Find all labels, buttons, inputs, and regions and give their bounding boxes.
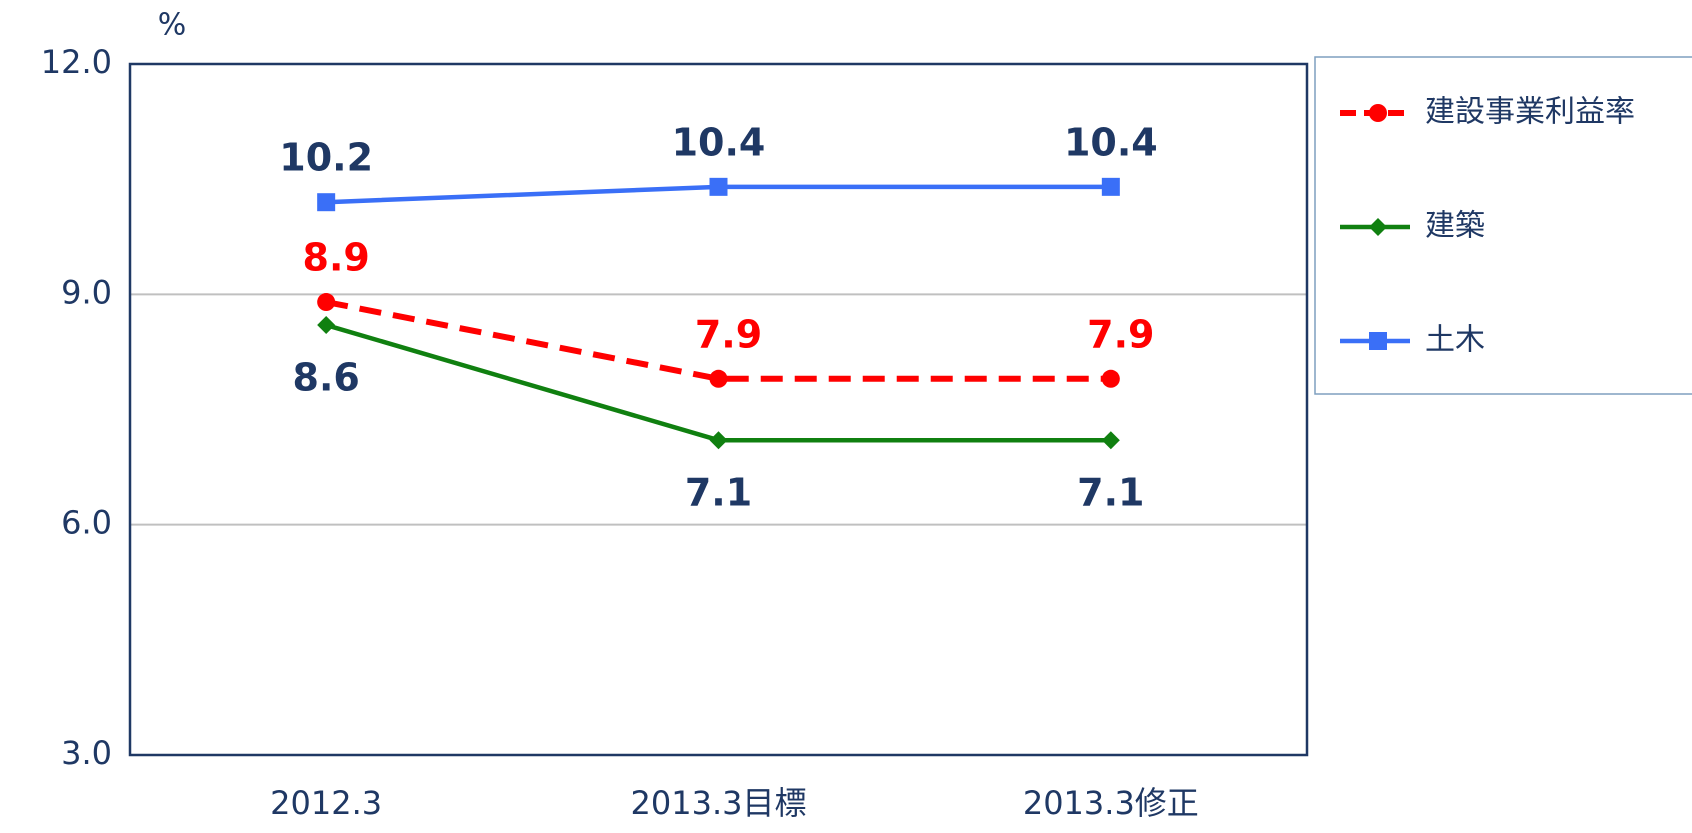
y-tick-label: 9.0 <box>61 273 112 311</box>
legend-label: 建設事業利益率 <box>1425 95 1635 130</box>
marker <box>317 316 336 335</box>
data-label: 8.9 <box>303 236 370 280</box>
legend-item: 建設事業利益率 <box>1340 95 1635 130</box>
y-tick-label: 12.0 <box>41 43 112 81</box>
x-tick-label: 2013.3目標 <box>631 784 807 822</box>
marker <box>317 193 336 212</box>
data-label: 10.4 <box>1064 120 1158 164</box>
marker <box>1101 369 1120 388</box>
legend-marker <box>1369 332 1387 350</box>
legend-marker <box>1369 218 1387 236</box>
marker <box>709 177 728 196</box>
x-tick-label: 2012.3 <box>270 784 382 822</box>
line <box>325 299 1111 382</box>
marker <box>317 293 336 312</box>
data-label: 7.1 <box>685 471 752 515</box>
y-tick-label: 6.0 <box>61 504 112 542</box>
data-label: 7.9 <box>1087 312 1154 356</box>
data-label: 10.2 <box>279 136 373 180</box>
marker <box>1101 177 1120 196</box>
legend-marker <box>1369 104 1387 122</box>
legend-item: 建築 <box>1340 209 1485 244</box>
y-tick-label: 3.0 <box>61 734 112 772</box>
data-label: 7.1 <box>1077 471 1144 515</box>
marker <box>709 431 728 450</box>
y-axis-unit: % <box>158 8 187 43</box>
legend-label: 土木 <box>1425 323 1485 358</box>
marker <box>1101 431 1120 450</box>
data-label: 10.4 <box>672 120 766 164</box>
marker <box>709 369 728 388</box>
x-tick-label: 2013.3修正 <box>1023 784 1199 822</box>
legend-item: 土木 <box>1340 323 1485 358</box>
legend-label: 建築 <box>1425 209 1485 244</box>
data-label: 8.6 <box>293 356 360 400</box>
plot-frame <box>128 62 1309 757</box>
data-label: 7.9 <box>695 312 762 356</box>
